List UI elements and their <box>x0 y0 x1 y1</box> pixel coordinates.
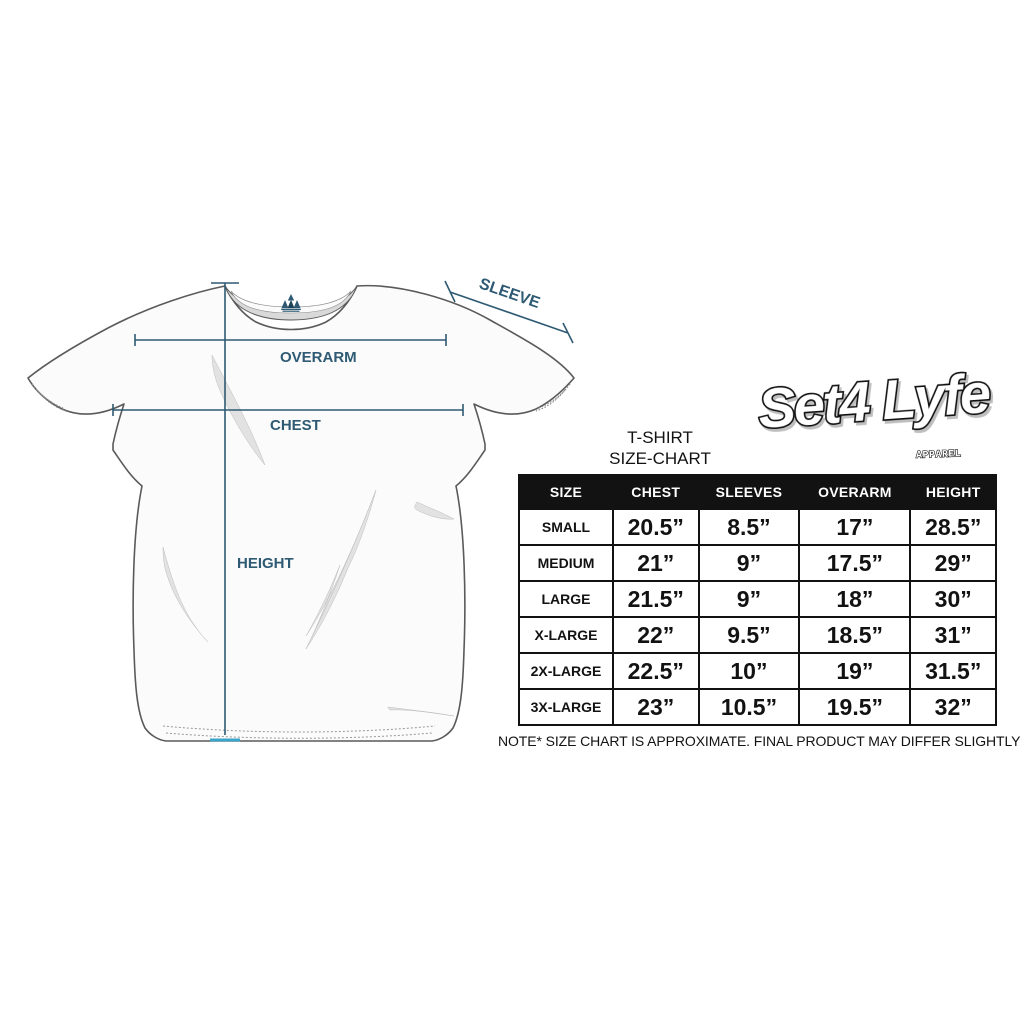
svg-text:OVERARM: OVERARM <box>280 349 357 366</box>
svg-text:CHEST: CHEST <box>270 417 321 434</box>
svg-text:HEIGHT: HEIGHT <box>237 555 294 572</box>
svg-text:SLEEVE: SLEEVE <box>477 275 543 312</box>
